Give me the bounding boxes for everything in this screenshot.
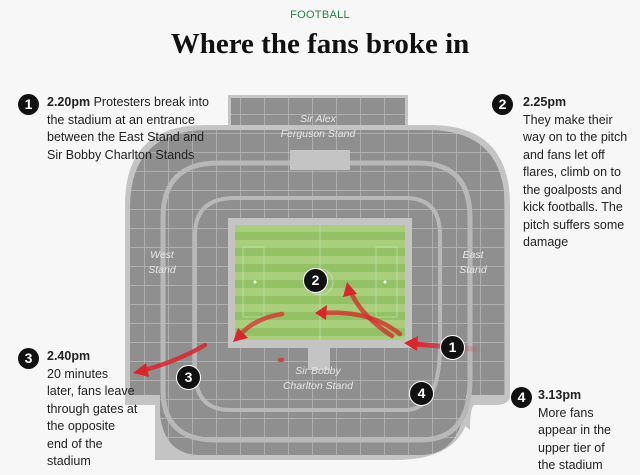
callout-number-2: 2 xyxy=(492,94,513,115)
callout-text: 20 minutes later, fans leave through gat… xyxy=(47,366,138,469)
map-marker-3: 3 xyxy=(176,365,201,390)
stand-label-south-line1: Sir Bobby xyxy=(295,365,341,377)
callout-number-1: 1 xyxy=(18,94,39,115)
callout-time: 2.20pm xyxy=(47,95,91,109)
map-marker-4: 4 xyxy=(409,381,434,406)
callout-number-3: 3 xyxy=(18,348,39,369)
callout-time: 3.13pm xyxy=(538,388,582,402)
callout-text: Protesters break into the stadium at an … xyxy=(47,95,209,162)
callout-2: 2 2.25pm They make their way on to the pi… xyxy=(492,94,632,252)
callout-text: More fans appear in the upper tier of th… xyxy=(538,405,611,473)
arrow-to-goal-head xyxy=(343,282,357,297)
arrow-pitch-exit xyxy=(237,311,285,363)
map-marker-2: 2 xyxy=(303,268,328,293)
arrow-entry-head xyxy=(404,336,418,351)
stand-label-east-line1: East xyxy=(462,249,484,261)
stand-label-south-line2: Charlton Stand xyxy=(283,380,354,392)
arrow-exit-head xyxy=(133,363,149,377)
callout-text: They make their way on to the pitch and … xyxy=(523,112,628,250)
stand-label-north-line1: Sir Alex xyxy=(300,113,337,125)
stand-label-west-line1: West xyxy=(150,249,175,261)
fan-route-arrows xyxy=(133,282,488,377)
arrow-pitch-exit-head xyxy=(233,328,248,342)
callout-number-4: 4 xyxy=(511,387,532,408)
page-title: Where the fans broke in xyxy=(170,28,470,60)
callout-3: 3 2.40pm 20 minutes later, fans leave thr… xyxy=(18,348,138,471)
arrow-exit xyxy=(142,342,208,373)
stand-label-east-line2: Stand xyxy=(459,264,488,276)
stand-label-west-line2: Stand xyxy=(148,264,177,276)
stand-label-north-line2: Ferguson Stand xyxy=(281,128,357,140)
arrow-to-centre-head xyxy=(315,305,327,320)
callout-4: 4 3.13pm More fans appear in the upper ti… xyxy=(511,387,621,475)
callout-time: 2.40pm xyxy=(47,349,91,363)
callout-time: 2.25pm xyxy=(523,95,567,109)
map-marker-1: 1 xyxy=(440,335,465,360)
section-kicker: FOOTBALL xyxy=(290,9,350,21)
callout-1: 1 2.20pm Protesters break into the stadi… xyxy=(18,94,233,164)
